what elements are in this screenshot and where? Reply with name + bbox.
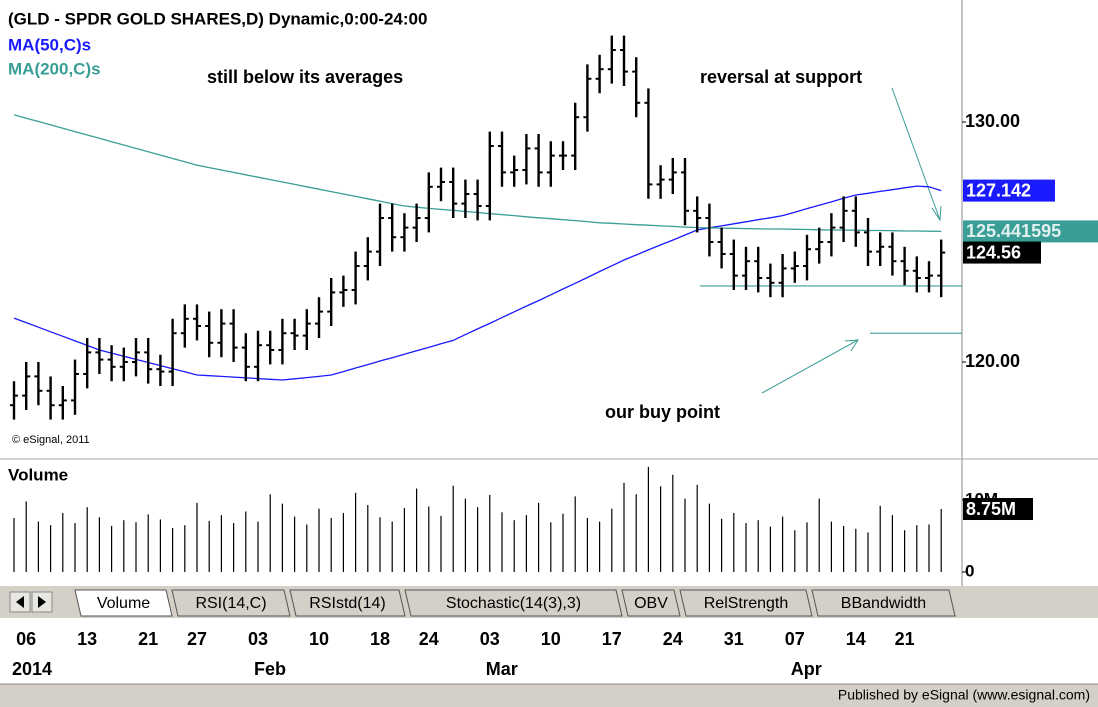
tab-label: OBV	[634, 595, 668, 612]
y-tick-label: 130.00	[965, 111, 1020, 131]
ma-badge: 127.142	[966, 180, 1031, 200]
scroll-right-icon	[38, 596, 46, 608]
x-tick-label: 21	[895, 629, 915, 649]
copyright: © eSignal, 2011	[12, 434, 90, 446]
footer-text: Published by eSignal (www.esignal.com)	[838, 687, 1090, 703]
x-tick-label: 03	[248, 629, 268, 649]
tab[interactable]: RelStrength	[679, 589, 813, 617]
tab-shape	[171, 589, 291, 617]
tab-label: Volume	[97, 595, 150, 612]
tab-label: RSIstd(14)	[309, 595, 385, 612]
tab[interactable]: OBV	[621, 589, 681, 617]
arrow	[891, 87, 942, 222]
x-tick-label: 27	[187, 629, 207, 649]
x-tick-label: 10	[309, 629, 329, 649]
volume-title: Volume	[8, 465, 68, 484]
legend-entry: MA(50,C)s	[8, 35, 91, 54]
volume-badge-bg	[963, 498, 1033, 521]
x-tick-label: 10	[541, 629, 561, 649]
annotation: our buy point	[605, 402, 720, 422]
tab-shape	[289, 589, 406, 617]
x-tick-label: 03	[480, 629, 500, 649]
tab[interactable]: Volume	[74, 589, 173, 617]
x-tick-label: 07	[785, 629, 805, 649]
volume-tick-label: 0	[965, 561, 974, 580]
x-tick-label: 13	[77, 629, 97, 649]
ma-badge-bg	[963, 179, 1055, 202]
footer-bar	[0, 684, 1098, 707]
tab-shape	[404, 589, 623, 617]
x-month-label: Mar	[486, 659, 518, 679]
tab-label: BBandwidth	[841, 595, 926, 612]
x-tick-label: 21	[138, 629, 158, 649]
tab[interactable]: BBandwidth	[811, 589, 956, 617]
x-tick-label: 24	[419, 629, 439, 649]
tab-label: Stochastic(14(3),3)	[446, 595, 581, 612]
chart-title: (GLD - SPDR GOLD SHARES,D) Dynamic,0:00-…	[8, 9, 427, 28]
ma-badge-bg	[963, 220, 1098, 243]
ma-badge: 125.441595	[966, 221, 1061, 241]
x-tick-label: 24	[663, 629, 683, 649]
x-tick-label: 17	[602, 629, 622, 649]
x-month-label: Feb	[254, 659, 286, 679]
tab-shape	[679, 589, 813, 617]
annotation: reversal at support	[700, 67, 862, 87]
annotation-arrows	[761, 87, 942, 394]
tab-shape	[811, 589, 956, 617]
y-tick-label: 120.00	[965, 351, 1020, 371]
tab[interactable]: RSI(14,C)	[171, 589, 291, 617]
tab[interactable]: RSIstd(14)	[289, 589, 406, 617]
legend-entry: MA(200,C)s	[8, 59, 101, 78]
x-month-label: 2014	[12, 659, 52, 679]
tab-shape	[621, 589, 681, 617]
tab[interactable]: Stochastic(14(3),3)	[404, 589, 623, 617]
x-tick-label: 06	[16, 629, 36, 649]
tab-label: RSI(14,C)	[195, 595, 266, 612]
arrow	[761, 339, 859, 394]
tab-label: RelStrength	[704, 595, 789, 612]
x-tick-label: 31	[724, 629, 744, 649]
annotation: still below its averages	[207, 67, 403, 87]
ma-line	[13, 185, 942, 381]
close-badge: 124.56	[966, 242, 1021, 262]
close-badge-bg	[963, 241, 1041, 264]
x-tick-label: 14	[846, 629, 866, 649]
scroll-left-icon	[16, 596, 24, 608]
volume-badge: 8.75M	[966, 499, 1016, 519]
tab-shape	[74, 589, 173, 617]
x-month-label: Apr	[791, 659, 822, 679]
x-tick-label: 18	[370, 629, 390, 649]
